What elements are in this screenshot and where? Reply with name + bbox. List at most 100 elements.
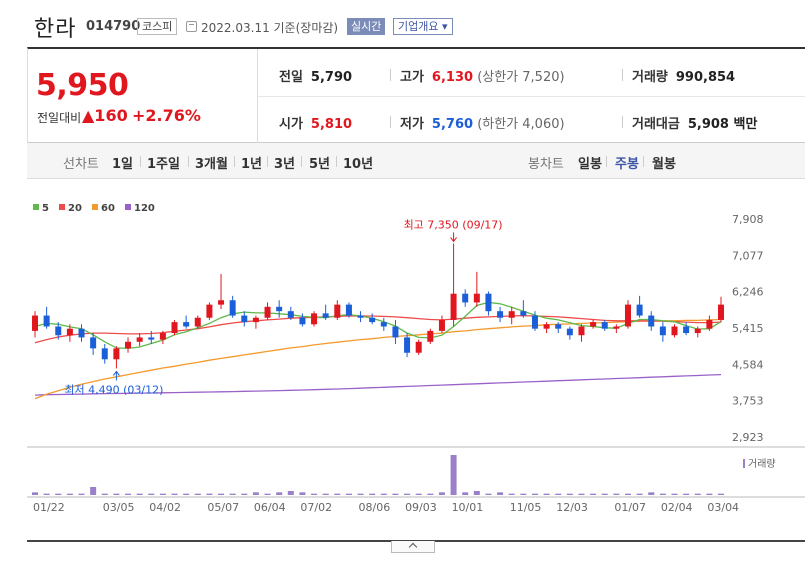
divider	[390, 69, 391, 81]
low-label: 저가	[400, 117, 424, 132]
x-tick-label: 04/02	[149, 501, 181, 514]
candle-monthly[interactable]: 월봉	[652, 157, 676, 172]
candle-body	[218, 300, 225, 305]
candle-body	[113, 348, 120, 360]
max-price-annotation: 최고 7,350 (09/17)	[404, 218, 503, 231]
candle-body	[706, 319, 713, 329]
candle-body	[101, 348, 108, 360]
period-1d[interactable]: 1일	[112, 157, 134, 172]
x-tick-label: 12/03	[556, 501, 588, 514]
volume-bar	[671, 493, 678, 495]
candle-body	[206, 304, 213, 318]
candle-daily[interactable]: 일봉	[578, 157, 602, 172]
volume-bar	[636, 493, 643, 495]
realtime-button[interactable]: 실시간	[347, 18, 386, 35]
x-tick-label: 09/03	[405, 501, 437, 514]
volume-bar	[299, 492, 306, 495]
volume-bar	[252, 492, 259, 495]
period-10y[interactable]: 10년	[343, 157, 374, 172]
legend-label-ma20: 20	[68, 203, 82, 214]
volume-bar	[543, 493, 550, 495]
candle-body	[369, 317, 376, 323]
stock-name: 한라	[34, 17, 77, 42]
divider	[140, 156, 141, 167]
x-tick-label: 06/04	[254, 501, 286, 514]
candle-body	[136, 337, 143, 342]
volume-bar	[357, 493, 364, 495]
period-5y[interactable]: 5년	[309, 157, 331, 172]
candle-body	[438, 319, 445, 331]
volume-bar	[427, 493, 434, 495]
legend-label-ma60: 60	[101, 203, 115, 214]
company-overview-dropdown[interactable]: 기업개요 ▾	[393, 18, 453, 35]
divider	[622, 69, 623, 81]
legend-swatch-ma120	[125, 204, 131, 210]
candle-body	[357, 315, 364, 318]
candle-weekly[interactable]: 주봉	[615, 157, 639, 172]
candle-body	[590, 322, 597, 327]
volume-bar	[113, 493, 120, 495]
legend-label-ma120: 120	[134, 203, 155, 214]
volume-bar	[392, 493, 399, 495]
volume-bar	[171, 493, 178, 495]
volume-bar	[43, 493, 50, 495]
x-tick-label: 05/07	[207, 501, 239, 514]
diff-label: 전일대비	[37, 111, 82, 125]
candle-body	[322, 313, 329, 318]
y-tick-label: 7,908	[732, 213, 764, 226]
candle-body	[624, 304, 631, 327]
candle-body	[78, 328, 85, 338]
candle-body	[508, 311, 515, 318]
volume-bar	[148, 493, 155, 495]
candle-body	[125, 341, 132, 349]
upper-limit-note: (상한가 7,520)	[477, 70, 565, 85]
x-tick-label: 07/02	[300, 501, 332, 514]
volume-bar	[66, 493, 73, 495]
divider	[622, 116, 623, 128]
volume-bar	[694, 493, 701, 495]
volume-bar	[206, 493, 213, 495]
candle-body	[32, 315, 38, 331]
volume-bar	[601, 493, 608, 495]
high-value: 6,130	[431, 70, 474, 85]
amount-label: 거래대금	[632, 117, 680, 132]
candle-body	[334, 304, 341, 318]
volume-bar	[159, 493, 166, 495]
current-price-box: 5,950 전일대비 ▲160 +2.76%	[28, 49, 258, 143]
divider	[188, 156, 189, 167]
volume-bar	[218, 493, 225, 495]
period-3y[interactable]: 3년	[274, 157, 296, 172]
period-1y[interactable]: 1년	[241, 157, 263, 172]
ma20-line	[34, 314, 722, 344]
stock-chart: 5 20 60 120 7,908 7,077 6,246 5,415 4,584 3,753 2…	[27, 179, 805, 541]
volume-bar	[450, 455, 457, 495]
lower-limit-note: (하한가 4,060)	[477, 117, 565, 132]
candles	[32, 243, 724, 369]
period-3m[interactable]: 3개월	[195, 157, 228, 172]
row-divider	[258, 96, 805, 97]
price-change: ▲160	[82, 106, 128, 125]
volume-bar	[369, 493, 376, 495]
candle-body	[55, 326, 62, 336]
candle-body	[671, 326, 678, 336]
volume-bar	[32, 492, 38, 495]
volume-value: 990,854	[675, 70, 736, 85]
volume-bar	[229, 493, 236, 495]
candle-body	[450, 293, 457, 320]
y-tick-label: 4,584	[732, 358, 764, 371]
candle-body	[543, 324, 550, 329]
volume-bar	[101, 493, 108, 495]
volume-bar	[613, 493, 620, 495]
candle-body	[194, 317, 201, 327]
volume-bar	[311, 493, 318, 495]
volume-bar	[55, 493, 62, 495]
x-tick-label: 02/04	[661, 501, 693, 514]
divider	[234, 156, 235, 167]
candle-body	[148, 337, 155, 340]
period-1w[interactable]: 1주일	[147, 157, 180, 172]
collapse-button[interactable]	[391, 541, 435, 553]
volume-bar	[194, 493, 201, 495]
change-rate: +2.76%	[132, 106, 201, 125]
legend-swatch-ma5	[33, 204, 39, 210]
volume-bar	[136, 493, 143, 495]
